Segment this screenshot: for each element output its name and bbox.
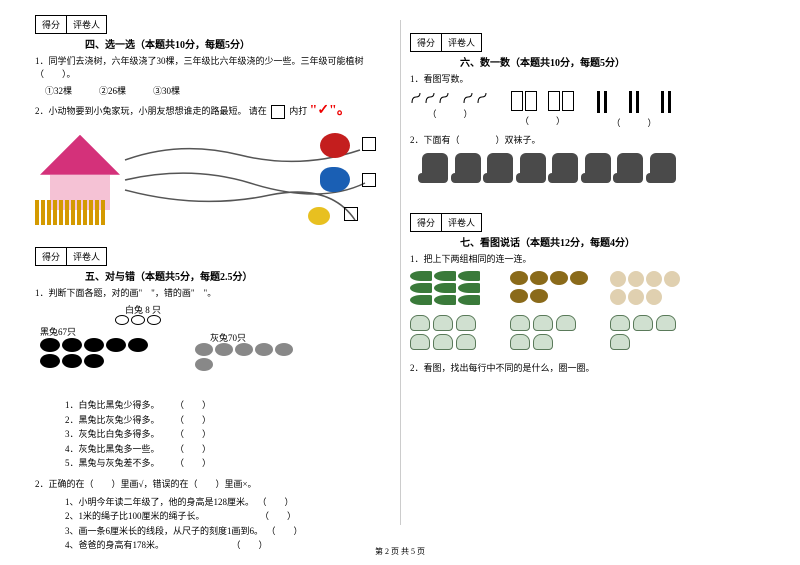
black-rabbit-label: 黑兔67只 [40, 325, 76, 338]
checkbox-icon [271, 105, 285, 119]
boot-icon [487, 153, 513, 183]
section-5-title: 五、对与错（本题共5分，每题2.5分） [85, 268, 390, 283]
duck-icon [308, 207, 330, 225]
boot-icon [455, 153, 481, 183]
rabbit-scene-image [35, 125, 390, 235]
duck-group [510, 271, 590, 305]
score-box-7: 得分 评卷人 [410, 213, 482, 232]
stick-group: （ ） [595, 91, 673, 129]
score-label: 得分 [411, 34, 442, 51]
top-animal-row [410, 271, 765, 305]
s5-q2-items: 1、小明今年读二年级了，他的身高是128厘米。（ ） 2、1米的绳子比100厘米… [65, 495, 390, 553]
score-box-5: 得分 评卷人 [35, 247, 107, 266]
boot-icon [585, 153, 611, 183]
frog-group [610, 315, 680, 350]
checkmark-icon: "✓"。 [310, 103, 351, 118]
s7-q1: 1．把上下两组相同的连一连。 [410, 253, 765, 266]
boot-icon [520, 153, 546, 183]
s6-q1: 1．看图写数。 [410, 73, 765, 86]
s5-q1: 1．判断下面各题，对的画" "，错的画" "。 [35, 287, 390, 300]
s7-q2: 2．看图，找出每行中不同的是什么，圈一圈。 [410, 362, 765, 375]
s4-q1-opts: ①32棵 ②26棵 ③30棵 [45, 84, 390, 97]
checkbox-icon [344, 207, 358, 221]
fish-group [410, 271, 490, 305]
left-column: 得分 评卷人 四、选一选（本题共10分，每题5分） 1．同学们去浇树，六年级浇了… [25, 15, 400, 540]
frog-group [510, 315, 580, 350]
crab-icon [320, 133, 350, 158]
rabbits-image: 白兔 8 只 黑兔67只 灰兔70只 [35, 303, 390, 398]
boots-row [420, 151, 765, 188]
reviewer-label: 评卷人 [442, 214, 481, 231]
s5-q2: 2．正确的在（ ）里画√，错误的在（ ）里画×。 [35, 478, 390, 491]
score-label: 得分 [36, 248, 67, 265]
boot-icon [617, 153, 643, 183]
checkbox-icon [362, 137, 376, 151]
chicken-group [610, 271, 690, 305]
right-column: 得分 评卷人 六、数一数（本题共10分，每题5分） 1．看图写数。 （ ） （ … [400, 15, 775, 540]
frog-group [410, 315, 480, 350]
s6-q2: 2．下面有（ ）双袜子。 [410, 134, 765, 147]
section-7-title: 七、看图说话（本题共12分，每题4分） [460, 234, 765, 249]
page-footer: 第 2 页 共 5 页 [0, 546, 800, 557]
score-label: 得分 [411, 214, 442, 231]
column-divider [400, 20, 401, 525]
s5-q1-items: 1．白兔比黑兔少得多。（ ） 2．黑兔比灰兔少得多。（ ） 3．灰兔比白兔多得多… [65, 398, 390, 470]
score-box-4: 得分 评卷人 [35, 15, 107, 34]
boot-icon [422, 153, 448, 183]
score-box-6: 得分 评卷人 [410, 33, 482, 52]
abacus-group: （ ） [510, 91, 575, 129]
boot-icon [650, 153, 676, 183]
s4-q1: 1．同学们去浇树，六年级浇了30棵，三年级比六年级浇的少一些。三年级可能植树（ … [35, 55, 390, 80]
swan-group: （ ） [410, 91, 490, 129]
rooster-icon [320, 167, 350, 192]
checkbox-icon [362, 173, 376, 187]
bottom-animal-row [410, 315, 765, 350]
reviewer-label: 评卷人 [442, 34, 481, 51]
fence-icon [35, 200, 105, 225]
section-6-title: 六、数一数（本题共10分，每题5分） [460, 54, 765, 69]
count-row: （ ） （ ） （ ） [410, 91, 765, 129]
reviewer-label: 评卷人 [67, 248, 106, 265]
reviewer-label: 评卷人 [67, 16, 106, 33]
score-label: 得分 [36, 16, 67, 33]
boot-icon [552, 153, 578, 183]
s4-q2: 2．小动物要到小兔家玩，小朋友想想谁走的路最短。 请在 内打 "✓"。 [35, 101, 390, 121]
section-4-title: 四、选一选（本题共10分，每题5分） [85, 36, 390, 51]
